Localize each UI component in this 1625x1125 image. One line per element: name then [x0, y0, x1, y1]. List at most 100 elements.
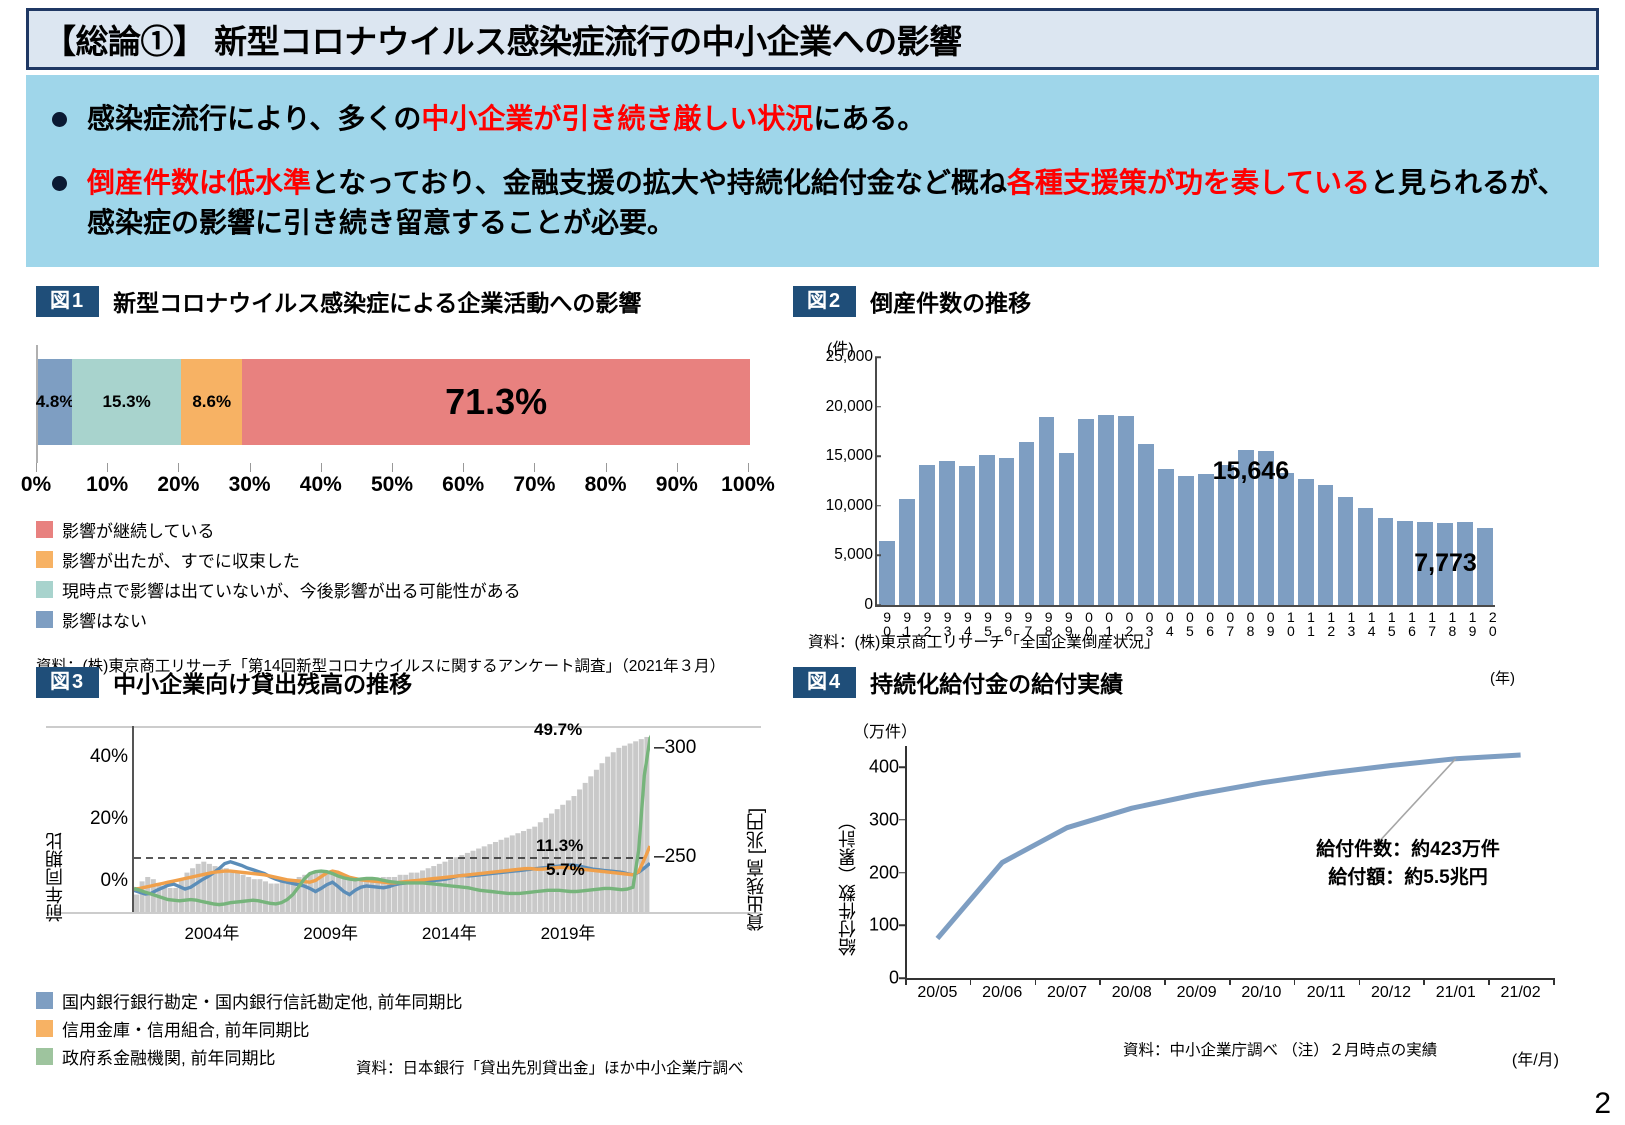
figure-2-y-unit: (件): [827, 341, 854, 358]
figure-1-source: 資料：(株)東京商工リサーチ「第14回新型コロナウイルスに関するアンケート調査」…: [36, 658, 726, 675]
figure-2-y-tick: [875, 455, 881, 457]
figure-4: 図4 持続化給付金の給付実績 （万件） 給付件数（累計） 400 300 200 10…: [793, 666, 1593, 1069]
figure-3-balance-bar: [274, 883, 280, 912]
figure-4-x-tick: [1423, 978, 1425, 985]
figure-3-balance-bar: [229, 870, 235, 912]
figure-1-legend-item: 影響はない: [36, 607, 776, 632]
figure-4-x-label: 20/06: [982, 984, 1023, 1001]
figure-3-balance-bar: [302, 874, 308, 912]
figure-3-canvas: [132, 726, 658, 912]
figure-2-bars: [877, 357, 1495, 605]
figure-3-balance-bar: [392, 876, 398, 912]
figure-4-x-tick: [1553, 978, 1555, 985]
figure-2-y-label: 15,000: [825, 447, 873, 465]
bullet-item: 感染症流行により、多くの中小企業が引き続き厳しい状況にある。: [26, 99, 1599, 139]
figure-3-y-label-right: –300: [654, 736, 697, 758]
bullet-run: となっており、金融支援の拡大や持続化給付金など概ね: [311, 166, 1007, 198]
figure-2-bar: [1198, 473, 1214, 605]
figure-2-header: 図2 倒産件数の推移: [793, 285, 1593, 317]
figure-1-tick: [534, 463, 536, 472]
figure-3-legend: 国内銀行銀行勘定・国内銀行信託勘定他, 前年同期比 信用金庫・信用組合, 前年同期…: [36, 988, 781, 1069]
figure-3-balance-bar: [554, 809, 560, 912]
figure-2-x-label: 08: [1242, 609, 1259, 637]
figure-2-x-label: 06: [1202, 609, 1219, 637]
figure-3-svg: [133, 726, 658, 912]
figure-4-y-label: 400: [868, 756, 899, 777]
bullet-run: にある。: [813, 103, 926, 134]
figure-4-plot: （万件） 給付件数（累計） 400 300 200 100 0 20/05 20/06 20…: [793, 716, 1583, 1069]
figure-3-balance-bar: [459, 855, 465, 912]
figure-3-balance-bar: [251, 879, 257, 912]
bullet-run: 中小企業が引き続き厳しい状況: [421, 103, 814, 134]
figure-4-x-tick: [1034, 978, 1037, 985]
figure-3-balance-bar: [498, 839, 504, 912]
figure-4-x-unit: (年/月): [1511, 1052, 1559, 1069]
legend-label: 政府系金融機関, 前年同期比: [62, 1049, 276, 1068]
bullet-text: 倒産件数は低水準となっており、金融支援の拡大や持続化給付金など概ね各種支援策が功…: [87, 163, 1573, 243]
figure-1-tick-label: 60%: [442, 473, 485, 496]
figure-1-tick-label: 50%: [370, 473, 414, 496]
figure-1-plot: 4.8% 15.3% 8.6% 71.3%: [36, 345, 750, 463]
figure-3-balance-bar: [307, 872, 313, 912]
legend-swatch: [36, 521, 53, 538]
figure-1-tick: [249, 463, 251, 472]
figure-3-source: 資料：日本銀行「貸出先別貸出金」ほか中小企業庁調べ: [356, 1060, 744, 1077]
figure-3-title: 中小企業向け貸出残高の推移: [113, 671, 413, 697]
figure-1-tick: [748, 463, 749, 472]
figure-1-segment: 71.3%: [242, 359, 750, 445]
figure-1-x-labels: 0% 10% 20% 30% 40% 50% 60% 70% 80% 90% 100%: [21, 473, 776, 503]
figure-3-balance-bar: [420, 870, 426, 912]
figure-2-y-label: 20,000: [825, 397, 873, 415]
figure-1-legend-item: 現時点で影響は出ていないが、今後影響が出る可能性がある: [36, 577, 776, 602]
figure-1-tick-label: 0%: [20, 473, 52, 496]
legend-label: 国内銀行銀行勘定・国内銀行信託勘定他, 前年同期比: [62, 993, 463, 1012]
figure-2-y-axis: [875, 357, 877, 605]
figure-3-balance-bar: [515, 833, 521, 912]
figure-3-balance-bar: [481, 846, 487, 912]
figure-3-balance-bar: [341, 876, 347, 912]
figure-2-bar: [879, 540, 895, 605]
figure-3-y-label-left: 40%: [89, 746, 128, 767]
figure-2-bar: [998, 457, 1015, 605]
figure-4-x-tick: [1293, 978, 1296, 985]
figure-3-balance-bar: [206, 863, 212, 912]
figure-2-bar: [1218, 465, 1234, 605]
figure-3-balance-bar: [509, 835, 515, 912]
figure-2-y-label: 5,000: [834, 546, 873, 564]
figure-3-x-label: 2019年: [540, 924, 596, 943]
figure-3-balance-bar: [588, 776, 594, 912]
figure-2-bar: [1397, 521, 1414, 605]
figure-4-x-label: 21/02: [1500, 984, 1541, 1001]
figure-3-balance-bar: [363, 879, 369, 912]
figure-2-x-axis: [875, 605, 1495, 607]
figure-2-source: 資料：(株)東京商工リサーチ「全国企業倒産状況」: [808, 634, 1160, 651]
figure-2-bar: [1237, 449, 1254, 605]
legend-swatch: [36, 611, 53, 628]
figure-3-balance-bar: [139, 881, 145, 912]
figure-2-bar: [1178, 476, 1194, 605]
figure-2-bar: [1078, 418, 1095, 605]
figure-4-header: 図4 持続化給付金の給付実績: [793, 666, 1593, 698]
figure-2-y-label: 25,000: [825, 348, 873, 365]
figure-3-balance-bar: [425, 868, 431, 912]
figure-2-x-labels: 90 91 92 93 94 95 96 97 98 99 00 01 02 03 04 05 06 07 08 09…: [877, 609, 1501, 637]
figure-2-bar: [899, 498, 915, 605]
figure-4-y-label: 100: [868, 914, 899, 935]
figure-1-tick: [392, 463, 393, 472]
figure-4-callout-line-1: 給付件数：約423万件: [1316, 839, 1500, 860]
figure-4-x-label: 20/12: [1370, 984, 1411, 1001]
figure-1: 図1 新型コロナウイルス感染症による企業活動への影響 4.8% 15.3% 8.6%…: [21, 285, 776, 676]
figure-4-y-label: 200: [868, 862, 899, 883]
figure-3-legend-item: 国内銀行銀行勘定・国内銀行信託勘定他, 前年同期比: [36, 988, 781, 1013]
figure-3-balance-bar: [240, 874, 246, 912]
figure-4-x-tick: [1229, 978, 1231, 985]
figure-2-x-label: 95: [980, 609, 997, 637]
figure-3-balance-bar: [397, 874, 403, 912]
figure-2-x-label: 13: [1343, 609, 1360, 637]
figure-3-balance-bar: [296, 876, 302, 912]
figure-3-balance-bar: [431, 866, 437, 912]
figure-2-x-label: 05: [1181, 609, 1198, 637]
summary-box: 感染症流行により、多くの中小企業が引き続き厳しい状況にある。 倒産件数は低水準と…: [26, 75, 1599, 267]
page-number: 2: [1594, 1087, 1611, 1120]
figure-2-x-label: 93: [939, 609, 956, 637]
